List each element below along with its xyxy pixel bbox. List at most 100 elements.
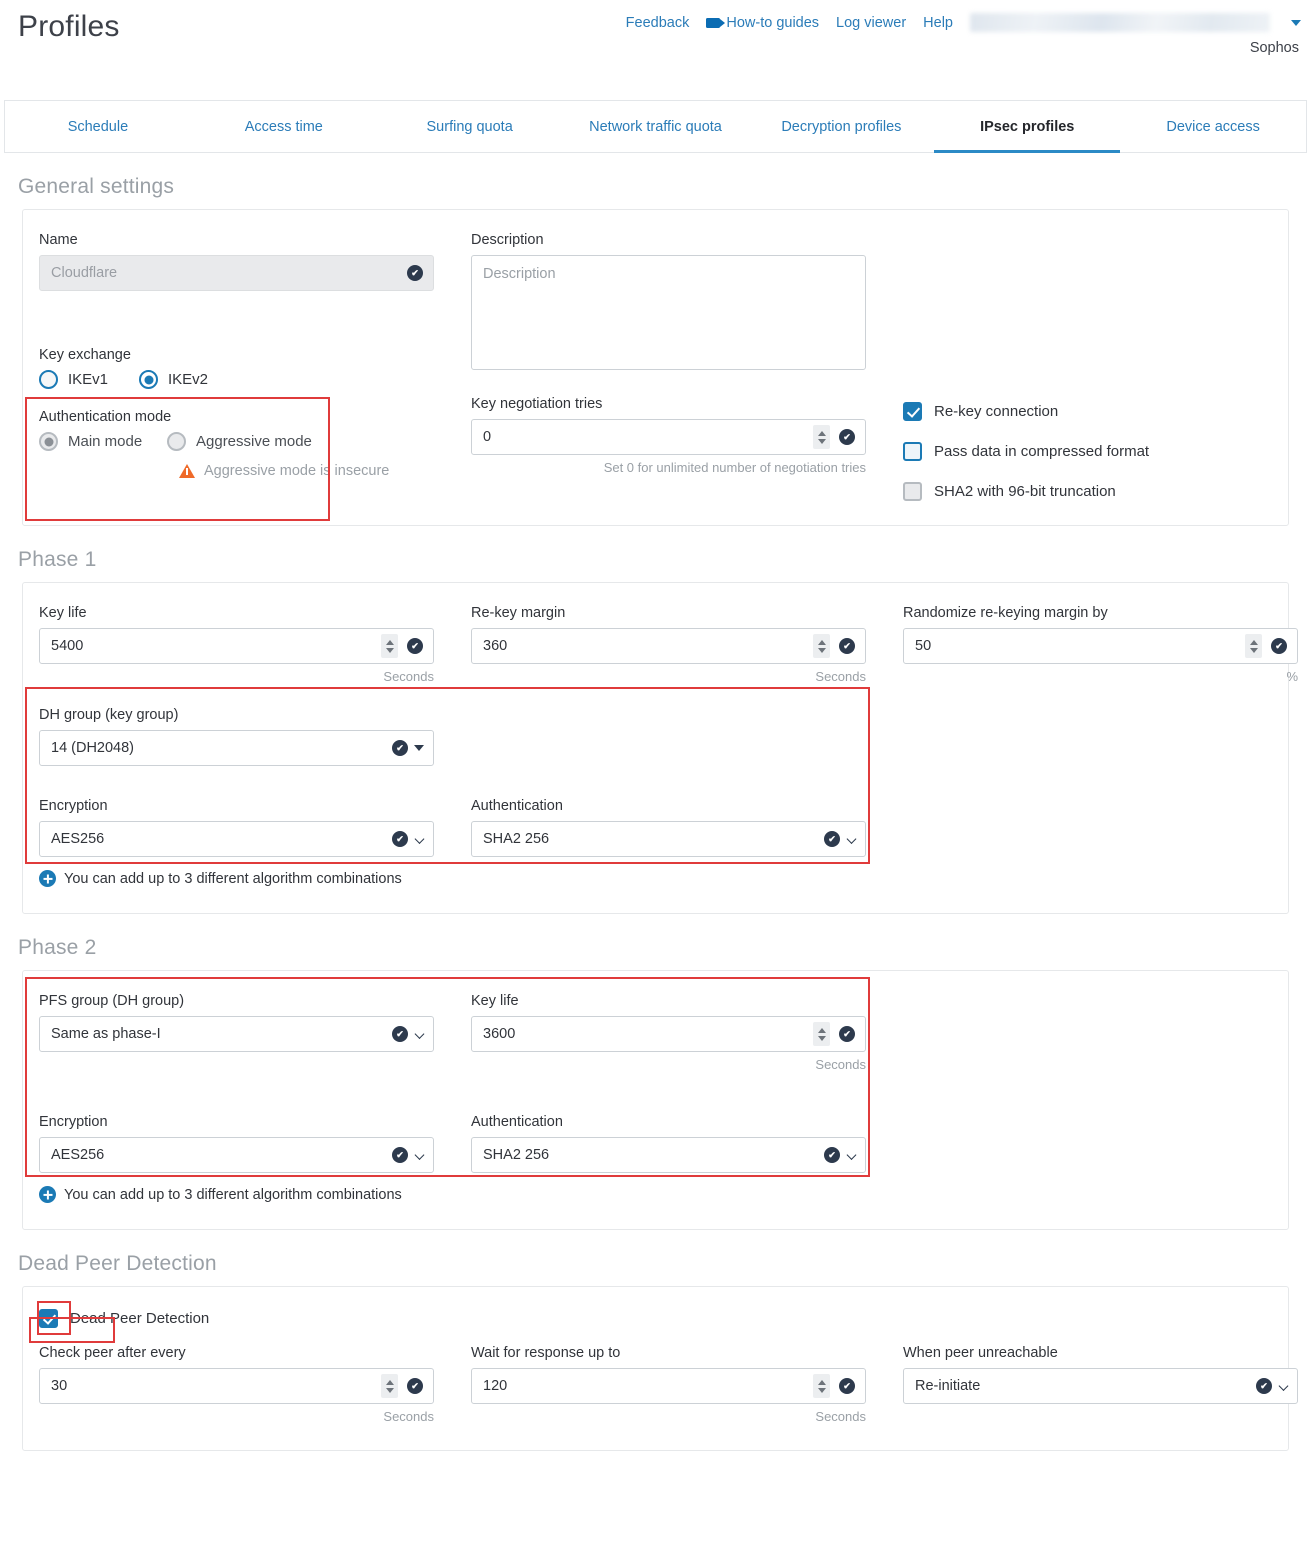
radio-aggressive-mode: Aggressive mode — [167, 432, 312, 451]
checkbox-icon — [39, 1309, 58, 1328]
brand-label: Sophos — [1249, 40, 1299, 56]
header-link-group: Feedback How-to guides Log viewer Help — [626, 13, 1301, 32]
tab-access-time[interactable]: Access time — [244, 118, 323, 135]
dpd-wait-input[interactable] — [471, 1368, 866, 1404]
phase1-add-algorithm-row[interactable]: You can add up to 3 different algorithm … — [39, 870, 1272, 887]
phase2-authentication-label: Authentication — [471, 1114, 563, 1130]
stepper-icon[interactable] — [813, 1374, 830, 1398]
radio-ikev1[interactable]: IKEv1 — [39, 370, 139, 389]
radio-dot-icon — [167, 432, 186, 451]
radio-main-mode-label: Main mode — [68, 433, 143, 450]
phase2-key-life-unit: Seconds — [815, 1057, 866, 1072]
tab-schedule[interactable]: Schedule — [67, 118, 129, 135]
checkbox-pass-data-compressed-label: Pass data in compressed format — [934, 443, 1150, 460]
valid-check-icon — [839, 429, 855, 445]
plus-circle-icon[interactable] — [39, 870, 56, 887]
chevron-down-icon[interactable] — [414, 745, 424, 751]
dpd-wait-wrap — [471, 1368, 866, 1404]
phase1-title: Phase 1 — [18, 548, 97, 571]
key-negotiation-tries-label: Key negotiation tries — [471, 396, 603, 412]
page-title: Profiles — [18, 10, 120, 43]
name-field-wrap — [39, 255, 434, 291]
user-menu-name-redacted[interactable] — [970, 13, 1270, 32]
phase1-authentication-wrap — [471, 821, 866, 857]
checkbox-dead-peer-detection[interactable]: Dead Peer Detection — [39, 1309, 1272, 1328]
stepper-icon[interactable] — [381, 1374, 398, 1398]
dpd-check-peer-unit: Seconds — [383, 1409, 434, 1424]
stepper-icon[interactable] — [813, 634, 830, 658]
feedback-link[interactable]: Feedback — [625, 14, 690, 31]
phase1-key-life-input[interactable] — [39, 628, 434, 664]
tab-surfing-quota[interactable]: Surfing quota — [426, 118, 513, 135]
dpd-unreachable-wrap — [903, 1368, 1298, 1404]
description-field-wrap — [471, 255, 866, 375]
radio-dot-icon — [39, 370, 58, 389]
radio-ikev2[interactable]: IKEv2 — [139, 370, 208, 389]
tab-bar: Schedule Access time Surfing quota Netwo… — [4, 100, 1307, 153]
valid-check-icon — [392, 831, 408, 847]
stepper-icon[interactable] — [1245, 634, 1262, 658]
name-input — [39, 255, 434, 291]
stepper-icon[interactable] — [381, 634, 398, 658]
valid-check-icon — [392, 1026, 408, 1042]
auth-mode-radio-group: Main mode Aggressive mode — [39, 432, 434, 451]
phase1-encryption-select[interactable] — [39, 821, 434, 857]
description-textarea[interactable] — [471, 255, 866, 370]
phase1-encryption-wrap — [39, 821, 434, 857]
log-viewer-link[interactable]: Log viewer — [836, 14, 907, 31]
dpd-wait-unit: Seconds — [815, 1409, 866, 1424]
dpd-unreachable-label: When peer unreachable — [903, 1345, 1058, 1361]
key-negotiation-tries-wrap — [471, 419, 866, 455]
warning-triangle-icon — [179, 464, 195, 478]
dpd-check-peer-input[interactable] — [39, 1368, 434, 1404]
phase2-encryption-label: Encryption — [39, 1114, 108, 1130]
checkbox-rekey-connection[interactable]: Re-key connection — [903, 402, 1298, 421]
aggressive-mode-warning: Aggressive mode is insecure — [179, 463, 434, 479]
name-label: Name — [39, 232, 78, 248]
valid-check-icon — [392, 1147, 408, 1163]
tab-decryption-profiles[interactable]: Decryption profiles — [781, 118, 902, 135]
valid-check-icon — [839, 638, 855, 654]
valid-check-icon — [407, 265, 423, 281]
checkbox-rekey-connection-label: Re-key connection — [934, 403, 1059, 420]
phase2-add-algorithm-row[interactable]: You can add up to 3 different algorithm … — [39, 1186, 1272, 1203]
phase2-authentication-select[interactable] — [471, 1137, 866, 1173]
phase1-rekey-margin-input[interactable] — [471, 628, 866, 664]
phase1-encryption-label: Encryption — [39, 798, 108, 814]
phase2-pfs-group-label: PFS group (DH group) — [39, 993, 185, 1009]
phase2-pfs-group-select[interactable] — [39, 1016, 434, 1052]
key-negotiation-tries-input[interactable] — [471, 419, 866, 455]
plus-circle-icon[interactable] — [39, 1186, 56, 1203]
phase2-add-algorithm-label: You can add up to 3 different algorithm … — [64, 1186, 402, 1203]
dpd-unreachable-select[interactable] — [903, 1368, 1298, 1404]
checkbox-pass-data-compressed[interactable]: Pass data in compressed format — [903, 442, 1298, 461]
help-link[interactable]: Help — [923, 14, 953, 31]
valid-check-icon — [839, 1026, 855, 1042]
phase1-key-life-wrap — [39, 628, 434, 664]
key-exchange-label: Key exchange — [39, 347, 131, 363]
phase2-key-life-input[interactable] — [471, 1016, 866, 1052]
phase1-card: Key life Seconds Re-key margin Seconds R… — [22, 582, 1298, 914]
phase1-rekey-margin-wrap — [471, 628, 866, 664]
tab-network-traffic-quota[interactable]: Network traffic quota — [589, 118, 722, 135]
tab-ipsec-profiles[interactable]: IPsec profiles — [934, 101, 1121, 153]
dpd-check-peer-wrap — [39, 1368, 434, 1404]
stepper-icon[interactable] — [813, 1022, 830, 1046]
tab-device-access[interactable]: Device access — [1166, 118, 1260, 135]
phase1-authentication-select[interactable] — [471, 821, 866, 857]
phase1-add-algorithm-label: You can add up to 3 different algorithm … — [64, 870, 402, 887]
auth-mode-label: Authentication mode — [39, 409, 172, 425]
phase2-pfs-group-wrap — [39, 1016, 434, 1052]
chevron-down-icon[interactable] — [1291, 19, 1301, 26]
phase1-randomize-label: Randomize re-keying margin by — [903, 605, 1108, 621]
how-to-guides-link[interactable]: How-to guides — [706, 15, 819, 31]
phase2-encryption-select[interactable] — [39, 1137, 434, 1173]
stepper-icon[interactable] — [813, 425, 830, 449]
how-to-guides-label: How-to guides — [726, 14, 820, 31]
phase1-randomize-input[interactable] — [903, 628, 1298, 664]
valid-check-icon — [392, 740, 408, 756]
page-header: Profiles Feedback How-to guides Log view… — [0, 0, 1311, 100]
phase2-key-life-wrap — [471, 1016, 866, 1052]
radio-main-mode: Main mode — [39, 432, 167, 451]
phase1-dh-group-select[interactable] — [39, 730, 434, 766]
